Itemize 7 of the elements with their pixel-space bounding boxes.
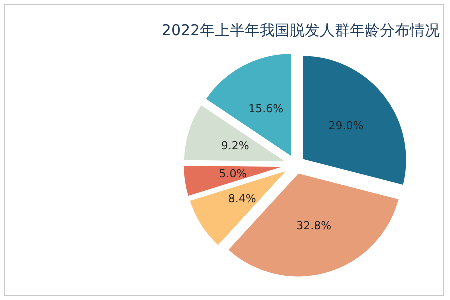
data-label: 15.6% xyxy=(248,102,284,116)
chart-title: 2022年上半年我国脱发人群年龄分布情况 xyxy=(162,22,440,40)
data-label: 32.8% xyxy=(296,219,332,232)
data-label: 8.4% xyxy=(228,192,256,206)
data-label: 9.2% xyxy=(221,140,250,153)
data-label: 29.0% xyxy=(328,120,364,133)
data-label: 5.0% xyxy=(219,168,248,181)
